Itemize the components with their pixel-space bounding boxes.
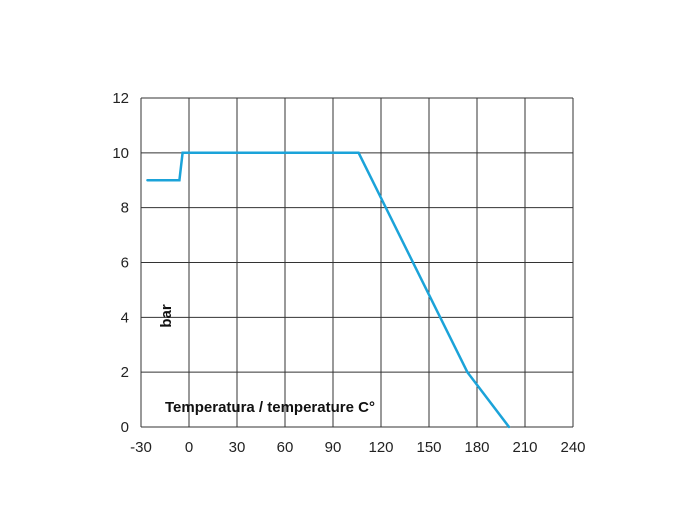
y-tick-label: 4 [121,309,129,326]
y-tick-label: 8 [121,200,129,217]
x-tick-labels: -30 0 30 60 90 120 150 180 210 240 [130,439,585,456]
y-tick-label: 2 [121,364,129,381]
data-point [357,151,360,155]
x-tick-label: 120 [368,439,393,456]
x-tick-label: 240 [560,439,585,456]
x-tick-label: 0 [185,439,193,456]
data-point [507,425,511,429]
data-point [181,151,184,155]
y-tick-label: 0 [121,419,129,436]
x-tick-label: 150 [416,439,441,456]
y-tick-label: 12 [112,90,129,107]
series-layer [146,151,511,429]
x-tick-label: -30 [130,439,152,456]
x-tick-label: 30 [229,439,246,456]
y-tick-labels: 0 2 4 6 8 10 12 [112,90,129,436]
x-axis-label: Temperatura / temperature C° [165,399,375,416]
y-axis-label: bar [158,304,175,328]
x-tick-label: 60 [277,439,294,456]
y-tick-label: 10 [112,145,129,162]
series-line [147,151,510,428]
x-tick-label: 210 [512,439,537,456]
grid [140,97,574,428]
data-point [146,179,149,182]
y-tick-label: 6 [121,255,129,272]
data-point [466,370,469,374]
x-tick-label: 180 [464,439,489,456]
x-tick-label: 90 [325,439,342,456]
data-point [178,179,181,182]
